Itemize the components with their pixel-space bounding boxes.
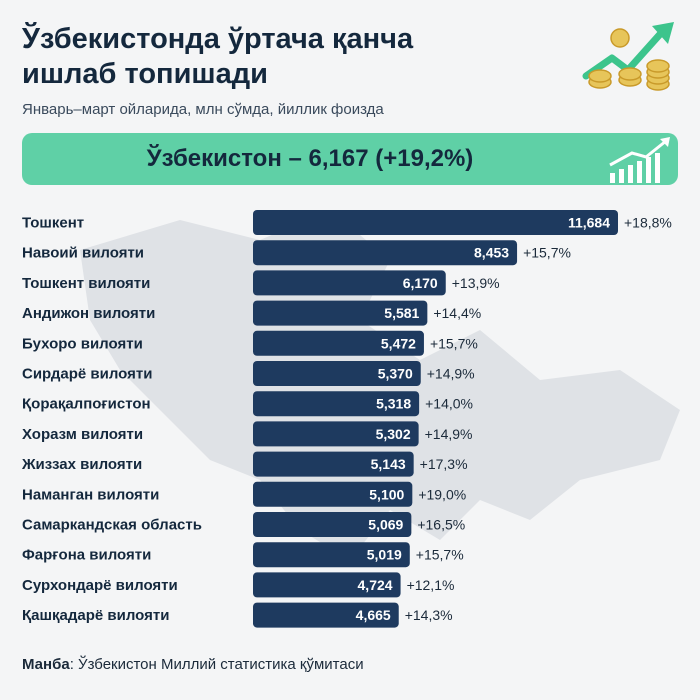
category-label: Андижон вилояти xyxy=(22,305,155,322)
growth-label: +18,8% xyxy=(624,215,672,231)
bar xyxy=(253,270,446,296)
growth-label: +14,0% xyxy=(425,396,473,412)
category-label: Тошкент xyxy=(22,215,84,232)
category-label: Хоразм вилояти xyxy=(22,426,143,443)
value-label: 5,370 xyxy=(378,366,413,382)
value-label: 5,318 xyxy=(376,396,411,412)
bar xyxy=(253,391,420,417)
growth-label: +19,0% xyxy=(418,486,466,502)
category-label: Қашқадарё вилояти xyxy=(22,607,169,624)
bar xyxy=(253,451,414,477)
category-label: Самаркандская область xyxy=(22,517,202,534)
bar xyxy=(253,330,424,356)
bar xyxy=(253,210,618,235)
title-line-1: Ўзбекистонда ўртача қанча xyxy=(22,23,414,55)
value-label: 5,100 xyxy=(369,486,404,502)
growth-label: +14,3% xyxy=(405,607,453,623)
value-label: 5,069 xyxy=(368,517,403,533)
value-label: 5,143 xyxy=(371,456,406,472)
value-label: 5,019 xyxy=(367,547,402,563)
bar-chart: Тошкент 11,684 +18,8% Навоий вилояти 8,453 +1… xyxy=(21,210,672,628)
subtitle: Январь–март ойларида, млн сўмда, йиллик … xyxy=(22,101,384,118)
value-label: 11,684 xyxy=(568,215,610,231)
summary-banner: Ўзбекистон – 6,167 (+19,2%) xyxy=(22,133,678,185)
category-label: Навоий вилояти xyxy=(22,245,144,262)
bar xyxy=(253,512,412,537)
source-note: Манба: Ўзбекистон Миллий статистика қўми… xyxy=(22,656,364,673)
value-label: 5,302 xyxy=(376,426,411,442)
growth-label: +14,9% xyxy=(427,366,475,382)
category-label: Жиззах вилояти xyxy=(21,456,142,473)
growth-label: +13,9% xyxy=(452,275,500,291)
growth-label: +15,7% xyxy=(416,547,464,563)
bar xyxy=(253,300,428,326)
bar xyxy=(253,421,419,447)
bar xyxy=(253,602,399,628)
summary-text: Ўзбекистон – 6,167 (+19,2%) xyxy=(146,145,474,172)
bar xyxy=(253,542,410,568)
growth-label: +15,7% xyxy=(523,245,571,261)
value-label: 8,453 xyxy=(474,245,509,261)
category-label: Сурхондарё вилояти xyxy=(22,577,178,594)
growth-label: +16,5% xyxy=(417,517,465,533)
category-label: Қорақалпоғистон xyxy=(22,396,151,413)
source-text: : Ўзбекистон Миллий статистика қўмитаси xyxy=(69,656,364,673)
category-label: Сирдарё вилояти xyxy=(22,366,152,383)
category-label: Фарғона вилояти xyxy=(22,547,151,564)
value-label: 5,581 xyxy=(384,305,419,321)
category-label: Тошкент вилояти xyxy=(22,275,150,292)
growth-label: +17,3% xyxy=(420,456,468,472)
bar xyxy=(253,572,401,598)
value-label: 4,665 xyxy=(356,607,391,623)
value-label: 6,170 xyxy=(403,275,438,291)
category-label: Бухоро вилояти xyxy=(22,335,143,352)
growth-label: +12,1% xyxy=(407,577,455,593)
value-label: 4,724 xyxy=(358,577,393,593)
title-line-2: ишлаб топишади xyxy=(22,58,268,90)
coins-growth-icon xyxy=(582,22,674,91)
growth-label: +14,9% xyxy=(425,426,473,442)
bar xyxy=(253,361,421,386)
bar xyxy=(253,240,518,266)
bar xyxy=(253,481,413,507)
value-label: 5,472 xyxy=(381,335,416,351)
category-label: Наманган вилояти xyxy=(22,486,159,503)
growth-label: +14,4% xyxy=(433,305,481,321)
growth-label: +15,7% xyxy=(430,335,478,351)
source-label: Манба xyxy=(22,656,70,673)
growth-chart-icon xyxy=(609,137,670,183)
page-title: Ўзбекистонда ўртача қанча ишлаб топишади xyxy=(22,22,542,92)
